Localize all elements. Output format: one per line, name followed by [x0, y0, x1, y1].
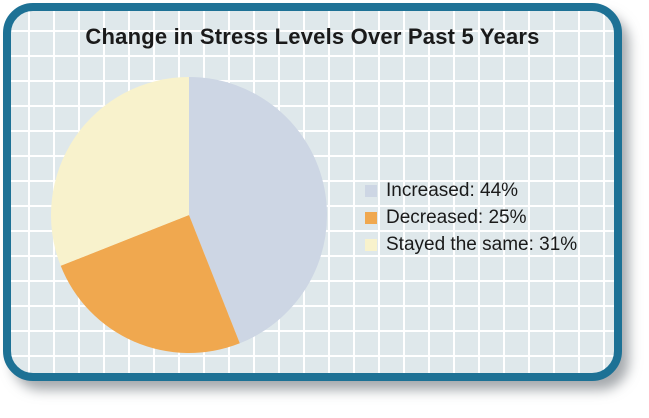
- legend-item-stayed-the-same: Stayed the same: 31%: [365, 234, 577, 255]
- legend: Increased: 44% Decreased: 25% Stayed the s…: [365, 180, 577, 255]
- pie-slice-decreased: [60, 215, 240, 354]
- legend-item-decreased: Decreased: 25%: [365, 207, 577, 228]
- legend-swatch-decreased: [365, 211, 377, 224]
- legend-label-decreased: Decreased: 25%: [386, 206, 527, 228]
- pie-chart: [50, 77, 328, 354]
- legend-swatch-stayed-the-same: [365, 238, 377, 251]
- pie-slice-stayed-the-same: [50, 77, 189, 266]
- legend-label-stayed-the-same: Stayed the same: 31%: [386, 233, 578, 255]
- pie-slice-increased: [189, 77, 328, 344]
- legend-label-increased: Increased: 44%: [386, 179, 519, 201]
- chart-card: Change in Stress Levels Over Past 5 Year…: [3, 3, 622, 381]
- legend-swatch-increased: [365, 184, 377, 197]
- chart-title: Change in Stress Levels Over Past 5 Year…: [85, 24, 540, 49]
- legend-item-increased: Increased: 44%: [365, 180, 577, 201]
